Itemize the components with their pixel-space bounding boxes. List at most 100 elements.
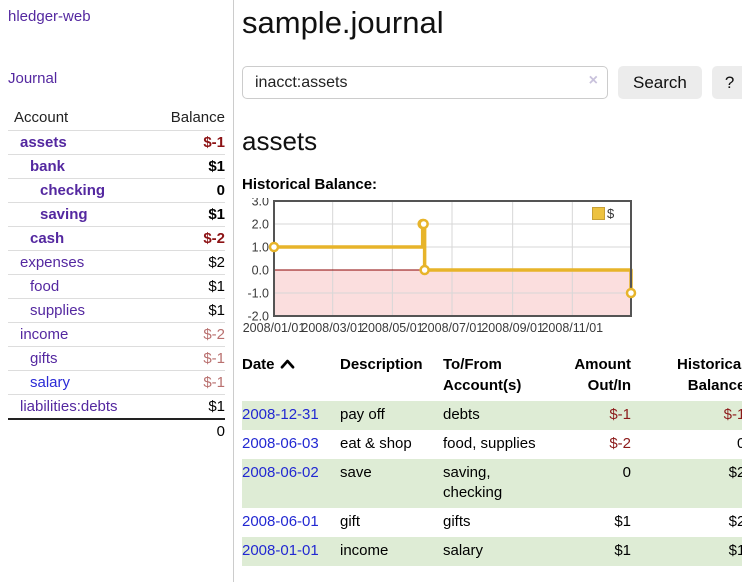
clear-search-icon[interactable]: × [588,72,598,89]
account-link-checking[interactable]: checking [40,182,106,199]
help-button[interactable]: ? [711,66,742,99]
search-input[interactable] [242,66,608,99]
register-header-balance: Historical Balance [676,356,742,394]
register-header-row: Date Description To/From Account(s) Amou… [242,352,742,401]
account-link-saving[interactable]: saving [40,206,88,223]
transaction-date-link[interactable]: 2008-06-02 [242,464,319,481]
main-content: sample.journal × Search ? assets Histori… [234,0,742,582]
accounts-total-balance: 0 [158,418,225,443]
chart-legend: $ [592,206,614,221]
account-balance: $-2 [158,226,225,251]
account-link-income[interactable]: income [20,326,69,343]
account-balance: $1 [158,202,225,227]
svg-text:2008/11/01: 2008/11/01 [541,321,603,335]
svg-text:1.0: 1.0 [252,241,269,255]
account-row: saving $1 [8,202,225,227]
account-link-bank[interactable]: bank [30,158,66,175]
register-header-accounts: To/From Account(s) [443,356,522,394]
account-balance: $-2 [158,322,225,347]
account-heading: assets [242,126,318,156]
transaction-amount: $-1 [553,401,633,430]
table-row: 2008-12-31 pay off debts $-1 $-1 [242,401,742,430]
chart-label: Historical Balance: [242,176,378,193]
transaction-balance: $2 [633,459,742,508]
account-balance: 0 [158,178,225,203]
sidebar: hledger-web Journal Account Balance asse… [0,0,234,582]
svg-text:2008/07/01: 2008/07/01 [421,321,484,335]
account-row: gifts $-1 [8,346,225,371]
transaction-balance: $1 [633,537,742,566]
account-row: income $-2 [8,322,225,347]
account-link-gifts[interactable]: gifts [30,350,58,367]
account-row: checking 0 [8,178,225,203]
svg-text:2008/05/01: 2008/05/01 [361,321,424,335]
accounts-header-account: Account [14,109,69,126]
account-balance: $1 [158,298,225,323]
transaction-accounts: gifts [443,513,471,530]
account-balance: $1 [158,154,225,179]
accounts-header-balance: Balance [170,109,225,126]
accounts-total-row: 0 [8,418,225,443]
account-balance: $1 [158,274,225,299]
account-balance: $1 [158,394,225,419]
account-link-expenses[interactable]: expenses [20,254,85,271]
account-balance: $-1 [158,346,225,371]
svg-text:2008/03/01: 2008/03/01 [301,321,364,335]
transaction-description: eat & shop [340,435,412,452]
legend-label: $ [607,206,615,221]
register-header-amount: Amount Out/In [574,356,631,394]
account-link-salary[interactable]: salary [30,374,71,391]
svg-text:-1.0: -1.0 [247,287,269,301]
transaction-date-link[interactable]: 2008-01-01 [242,542,319,559]
account-link-supplies[interactable]: supplies [30,302,86,319]
account-link-cash[interactable]: cash [30,230,65,247]
account-balance: $-1 [158,130,225,155]
sort-ascending-icon [280,356,295,373]
transaction-balance: $-1 [633,401,742,430]
register-header-date[interactable]: Date [242,352,340,401]
brand-link[interactable]: hledger-web [8,8,91,25]
register-table: Date Description To/From Account(s) Amou… [242,352,742,566]
account-row: food $1 [8,274,225,299]
account-row: salary $-1 [8,370,225,395]
table-row: 2008-01-01 income salary $1 $1 [242,537,742,566]
transaction-accounts: salary [443,537,553,566]
transaction-date-link[interactable]: 2008-06-01 [242,513,319,530]
transaction-accounts: debts [443,401,553,430]
account-balance: $-1 [158,370,225,395]
account-row: cash $-2 [8,226,225,251]
account-row: expenses $2 [8,250,225,275]
transaction-amount: 0 [553,459,633,508]
transaction-date-link[interactable]: 2008-06-03 [242,435,319,452]
table-row: 2008-06-02 save saving, checking 0 $2 [242,459,742,508]
accounts-header-row: Account Balance [8,106,225,131]
transaction-amount: $1 [614,513,631,530]
page-title: sample.journal [242,5,444,40]
table-row: 2008-06-01 gift gifts $1 $2 [242,508,742,537]
account-row: supplies $1 [8,298,225,323]
transaction-date-link[interactable]: 2008-12-31 [242,406,319,423]
search-button[interactable]: Search [618,66,702,99]
accounts-table: Account Balance assets $-1 bank $1 check… [8,106,225,443]
transaction-accounts: saving, checking [443,459,553,508]
account-row: liabilities:debts $1 [8,394,225,419]
legend-swatch-icon [592,207,605,220]
transaction-amount: $-2 [609,435,631,452]
account-link-liabilities-debts[interactable]: liabilities:debts [20,398,118,415]
transaction-amount: $1 [553,537,633,566]
balance-chart: 3.0 2.0 1.0 0.0 -1.0 -2.0 2008/01/01 2008/03/01… [242,198,739,340]
svg-text:2008/01/01: 2008/01/01 [243,321,306,335]
account-balance: $2 [158,250,225,275]
account-row: bank $1 [8,154,225,179]
svg-text:2.0: 2.0 [252,218,269,232]
account-link-food[interactable]: food [30,278,60,295]
transaction-description: gift [340,513,361,530]
transaction-description: pay off [340,401,443,430]
sidebar-nav: Journal [8,70,225,88]
transaction-balance: $2 [728,513,742,530]
svg-text:3.0: 3.0 [252,198,269,209]
account-link-assets[interactable]: assets [20,134,67,151]
svg-text:0.0: 0.0 [252,264,269,278]
sidebar-item-journal[interactable]: Journal [8,70,58,87]
svg-text:-2.0: -2.0 [247,310,269,324]
